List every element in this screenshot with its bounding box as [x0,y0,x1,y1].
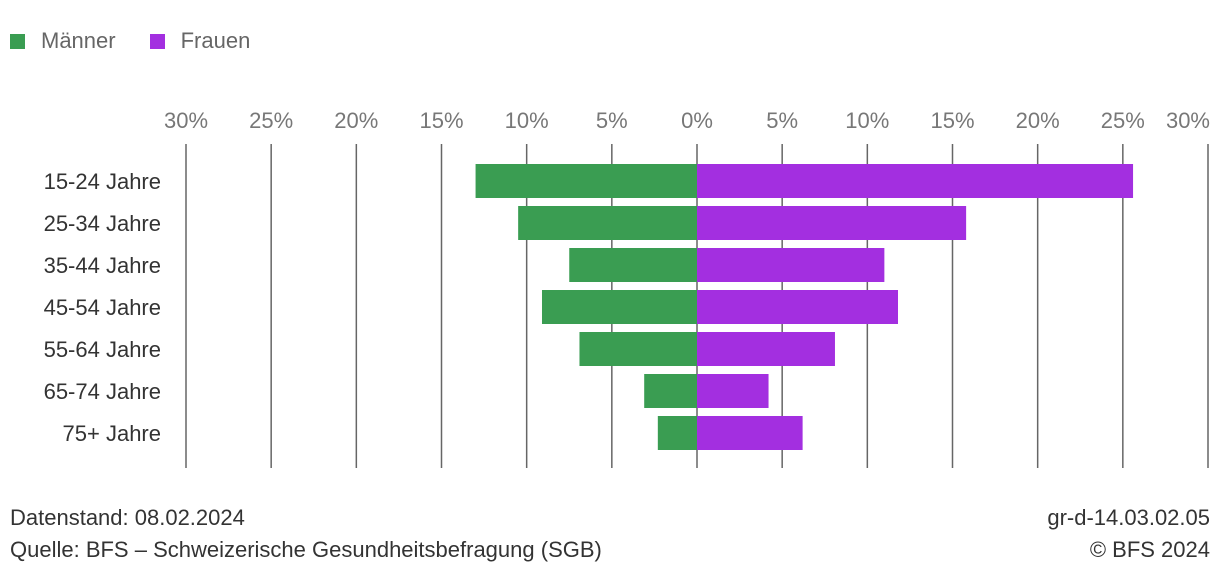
x-tick-label: 15% [930,108,974,133]
x-tick-label: 30% [164,108,208,133]
bar-men[interactable] [657,416,697,450]
x-tick-label: 15% [419,108,463,133]
data-date: Datenstand: 08.02.2024 [10,505,245,530]
chart-code: gr-d-14.03.02.05 [1047,505,1210,530]
legend-swatch-men [10,33,25,49]
bar-women[interactable] [697,248,885,282]
bar-men[interactable] [475,164,697,198]
category-label: 25-34 Jahre [44,211,161,236]
category-label: 65-74 Jahre [44,379,161,404]
bar-women[interactable] [697,164,1134,198]
legend-item-women[interactable]: Frauen [149,28,251,54]
category-label: 45-54 Jahre [44,295,161,320]
x-tick-label: 5% [766,108,798,133]
data-source: Quelle: BFS – Schweizerische Gesundheits… [10,537,602,562]
category-label: 75+ Jahre [63,421,161,446]
footer-right: gr-d-14.03.02.05 © BFS 2024 [1047,502,1210,566]
bar-women[interactable] [697,374,769,408]
bar-men[interactable] [518,206,697,240]
legend-item-men[interactable]: Männer [10,28,116,54]
copyright: © BFS 2024 [1089,537,1210,562]
x-tick-label: 10% [505,108,549,133]
bar-men[interactable] [644,374,697,408]
footer-left: Datenstand: 08.02.2024 Quelle: BFS – Sch… [10,502,602,566]
chart-legend: Männer Frauen [10,28,284,54]
bar-women[interactable] [697,332,835,366]
legend-swatch-women [149,33,165,49]
x-tick-label: 25% [1101,108,1145,133]
x-tick-label: 20% [334,108,378,133]
x-tick-label: 25% [249,108,293,133]
category-label: 15-24 Jahre [44,169,161,194]
legend-label-men: Männer [41,28,116,53]
bar-women[interactable] [697,206,967,240]
x-tick-label: 20% [1016,108,1060,133]
bar-men[interactable] [541,290,697,324]
legend-label-women: Frauen [180,28,251,53]
category-label: 55-64 Jahre [44,337,161,362]
bar-women[interactable] [697,416,803,450]
bar-men[interactable] [569,248,697,282]
x-tick-label: 30% [1166,108,1210,133]
population-pyramid-chart: 30% 25% 20% 15% 10% 5% 0% 5% 10% 15% 20% 25% 30% 15-2… [44,108,1210,468]
category-label: 35-44 Jahre [44,253,161,278]
x-tick-label: 5% [596,108,628,133]
x-tick-label: 0% [681,108,713,133]
bar-men[interactable] [579,332,697,366]
x-tick-label: 10% [845,108,889,133]
bar-women[interactable] [697,290,898,324]
